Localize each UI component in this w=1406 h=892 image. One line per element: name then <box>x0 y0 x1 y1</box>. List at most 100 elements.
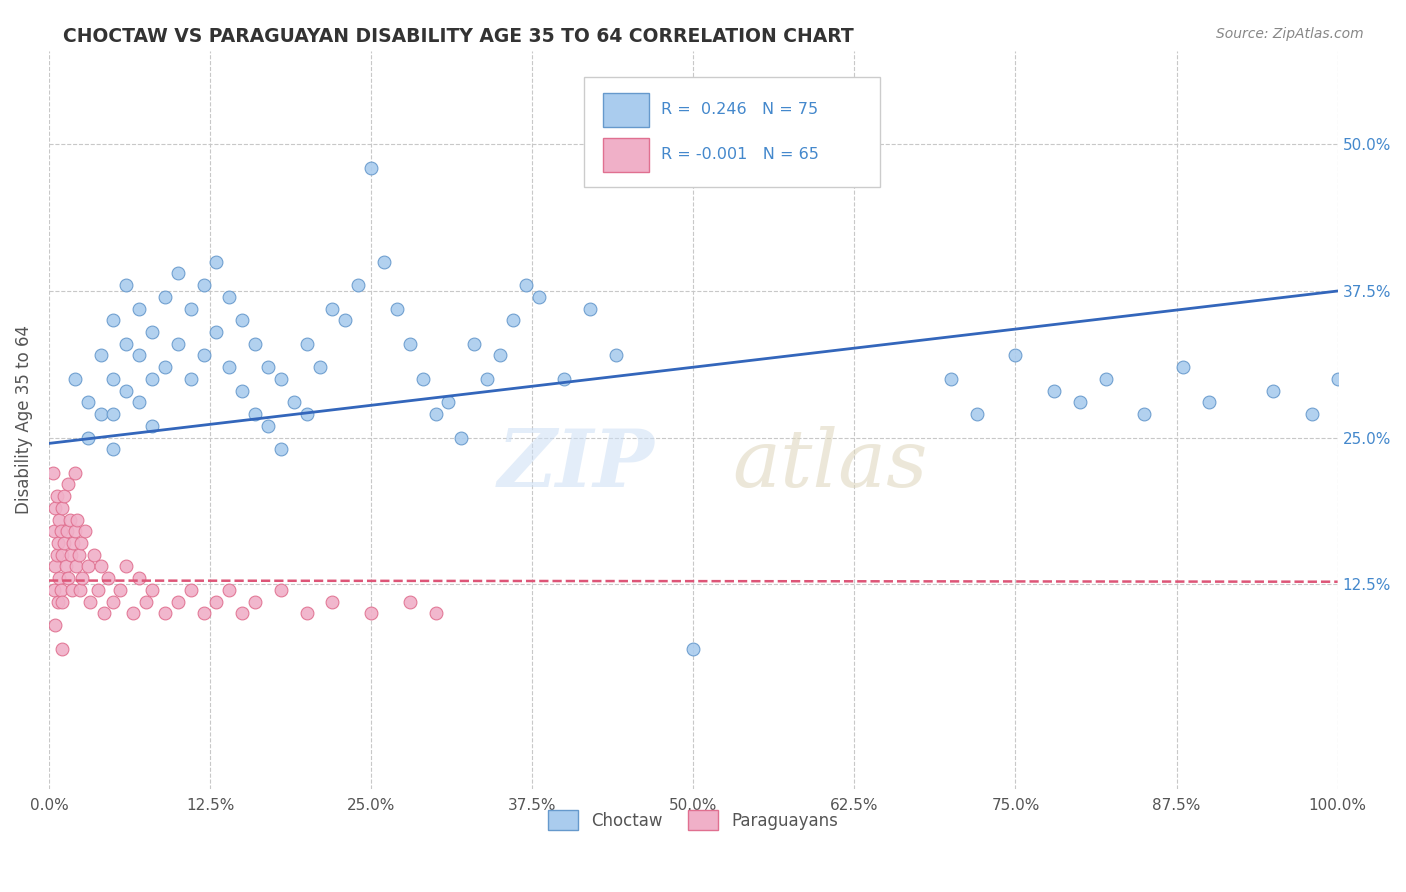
Point <box>193 349 215 363</box>
Point <box>115 384 138 398</box>
Point <box>682 641 704 656</box>
Point <box>295 336 318 351</box>
Point <box>51 548 73 562</box>
Point <box>63 466 86 480</box>
Point <box>347 278 370 293</box>
Point <box>48 513 70 527</box>
Point <box>103 313 125 327</box>
Point <box>44 618 66 632</box>
Point <box>67 548 90 562</box>
Point <box>463 336 485 351</box>
Point <box>49 524 72 539</box>
Point <box>128 301 150 316</box>
Point <box>270 582 292 597</box>
Point <box>966 407 988 421</box>
Point <box>1301 407 1323 421</box>
Point <box>205 595 228 609</box>
Point <box>515 278 537 293</box>
Point <box>63 372 86 386</box>
Point <box>56 524 79 539</box>
Point <box>243 336 266 351</box>
Point <box>193 607 215 621</box>
Point <box>93 607 115 621</box>
Point <box>76 395 98 409</box>
Point <box>553 372 575 386</box>
Point <box>69 582 91 597</box>
Point <box>193 278 215 293</box>
Point <box>1043 384 1066 398</box>
Point <box>128 349 150 363</box>
FancyBboxPatch shape <box>583 77 880 187</box>
Point <box>166 336 188 351</box>
Point <box>44 500 66 515</box>
Point <box>45 548 67 562</box>
Point <box>76 431 98 445</box>
Point <box>58 477 80 491</box>
Point <box>1133 407 1156 421</box>
Point <box>58 513 80 527</box>
Text: Source: ZipAtlas.com: Source: ZipAtlas.com <box>1216 27 1364 41</box>
Point <box>66 513 89 527</box>
Point <box>153 607 176 621</box>
FancyBboxPatch shape <box>603 93 650 127</box>
Point <box>153 290 176 304</box>
Point <box>283 395 305 409</box>
Point <box>87 582 110 597</box>
Point <box>103 442 125 457</box>
Point <box>135 595 157 609</box>
Point <box>141 582 163 597</box>
Point <box>83 548 105 562</box>
Point <box>42 466 65 480</box>
Point <box>605 349 627 363</box>
Point <box>231 607 253 621</box>
Point <box>51 595 73 609</box>
Point <box>115 559 138 574</box>
Point <box>51 500 73 515</box>
Point <box>360 607 382 621</box>
Point <box>412 372 434 386</box>
Point <box>205 325 228 339</box>
Point <box>360 161 382 175</box>
Point <box>489 349 512 363</box>
Point <box>45 489 67 503</box>
Point <box>48 571 70 585</box>
Point <box>218 360 240 375</box>
Point <box>502 313 524 327</box>
Point <box>166 267 188 281</box>
Point <box>243 595 266 609</box>
Point <box>270 442 292 457</box>
Point <box>42 524 65 539</box>
Text: ZIP: ZIP <box>498 425 655 503</box>
Point <box>73 524 96 539</box>
Point <box>89 559 111 574</box>
Point <box>72 571 94 585</box>
Point <box>76 559 98 574</box>
Point <box>89 407 111 421</box>
Point <box>53 489 76 503</box>
Point <box>103 372 125 386</box>
Point <box>55 559 77 574</box>
Point <box>153 360 176 375</box>
Point <box>475 372 498 386</box>
Point <box>180 372 202 386</box>
Point <box>180 301 202 316</box>
Point <box>70 536 93 550</box>
Point <box>42 582 65 597</box>
Point <box>49 582 72 597</box>
Text: R =  0.246   N = 75: R = 0.246 N = 75 <box>661 102 818 117</box>
Point <box>527 290 550 304</box>
Point <box>398 595 420 609</box>
Point <box>295 407 318 421</box>
Point <box>65 559 87 574</box>
Point <box>425 407 447 421</box>
Point <box>308 360 330 375</box>
Point <box>51 641 73 656</box>
Y-axis label: Disability Age 35 to 64: Disability Age 35 to 64 <box>15 326 32 515</box>
Point <box>385 301 408 316</box>
Point <box>373 254 395 268</box>
Point <box>166 595 188 609</box>
Point <box>579 301 602 316</box>
Point <box>1004 349 1026 363</box>
Point <box>321 301 343 316</box>
Point <box>231 313 253 327</box>
